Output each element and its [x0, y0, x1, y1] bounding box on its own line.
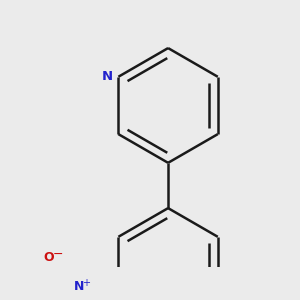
Text: N: N: [102, 70, 113, 83]
Text: N: N: [74, 280, 84, 293]
Text: O: O: [43, 251, 53, 264]
Text: +: +: [82, 278, 90, 288]
Text: −: −: [53, 248, 63, 261]
